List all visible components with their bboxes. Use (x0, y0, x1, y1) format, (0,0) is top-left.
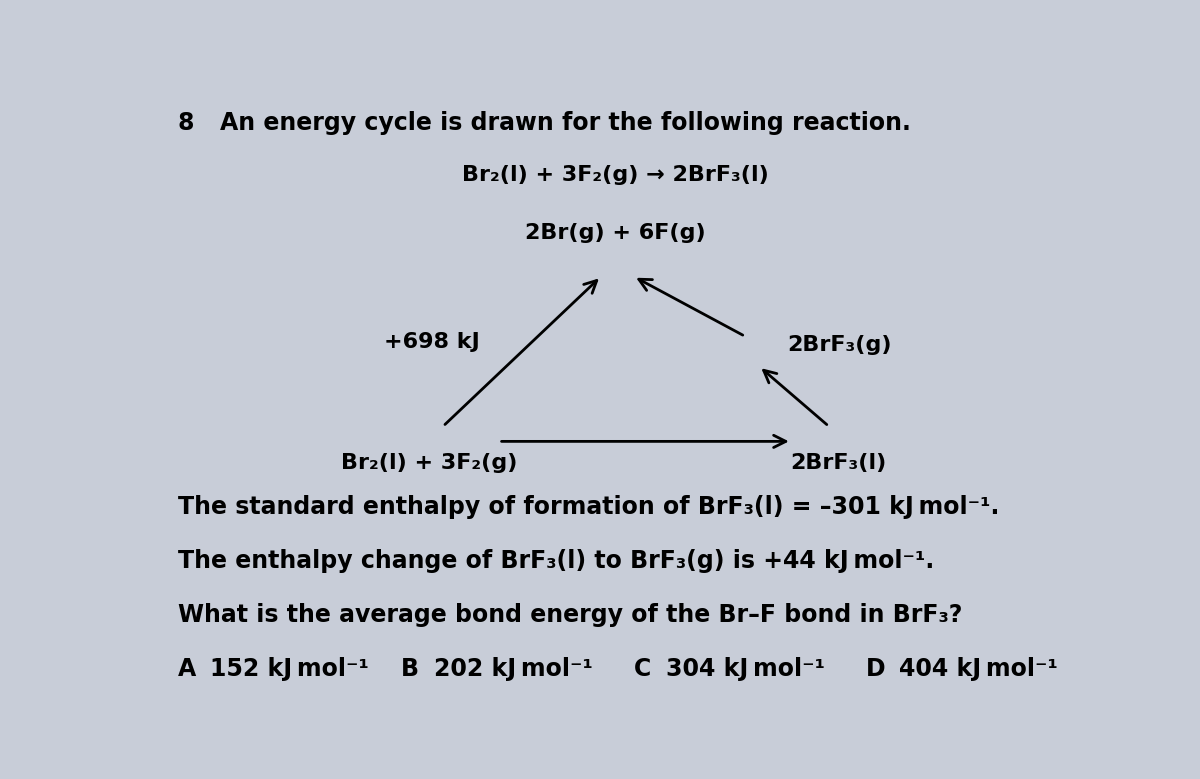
Text: 404 kJ mol⁻¹: 404 kJ mol⁻¹ (899, 657, 1057, 682)
Text: D: D (866, 657, 886, 682)
Text: C: C (634, 657, 650, 682)
Text: 202 kJ mol⁻¹: 202 kJ mol⁻¹ (433, 657, 593, 682)
Text: +698 kJ: +698 kJ (384, 333, 480, 352)
Text: 2Br(g) + 6F(g): 2Br(g) + 6F(g) (524, 224, 706, 243)
Text: A: A (178, 657, 196, 682)
Text: Br₂(l) + 3F₂(g): Br₂(l) + 3F₂(g) (341, 453, 517, 474)
Text: 8: 8 (178, 111, 194, 136)
Text: 2BrF₃(g): 2BrF₃(g) (787, 336, 892, 355)
Text: B: B (401, 657, 419, 682)
Text: An energy cycle is drawn for the following reaction.: An energy cycle is drawn for the followi… (220, 111, 911, 136)
Text: Br₂(l) + 3F₂(g) → 2BrF₃(l): Br₂(l) + 3F₂(g) → 2BrF₃(l) (462, 165, 768, 185)
Text: 152 kJ mol⁻¹: 152 kJ mol⁻¹ (210, 657, 370, 682)
Text: The standard enthalpy of formation of BrF₃(l) = –301 kJ mol⁻¹.: The standard enthalpy of formation of Br… (178, 495, 1000, 520)
Text: 304 kJ mol⁻¹: 304 kJ mol⁻¹ (666, 657, 826, 682)
Text: The enthalpy change of BrF₃(l) to BrF₃(g) is +44 kJ mol⁻¹.: The enthalpy change of BrF₃(l) to BrF₃(g… (178, 549, 934, 573)
Text: What is the average bond energy of the Br–F bond in BrF₃?: What is the average bond energy of the B… (178, 604, 962, 627)
Text: 2BrF₃(l): 2BrF₃(l) (790, 453, 887, 474)
